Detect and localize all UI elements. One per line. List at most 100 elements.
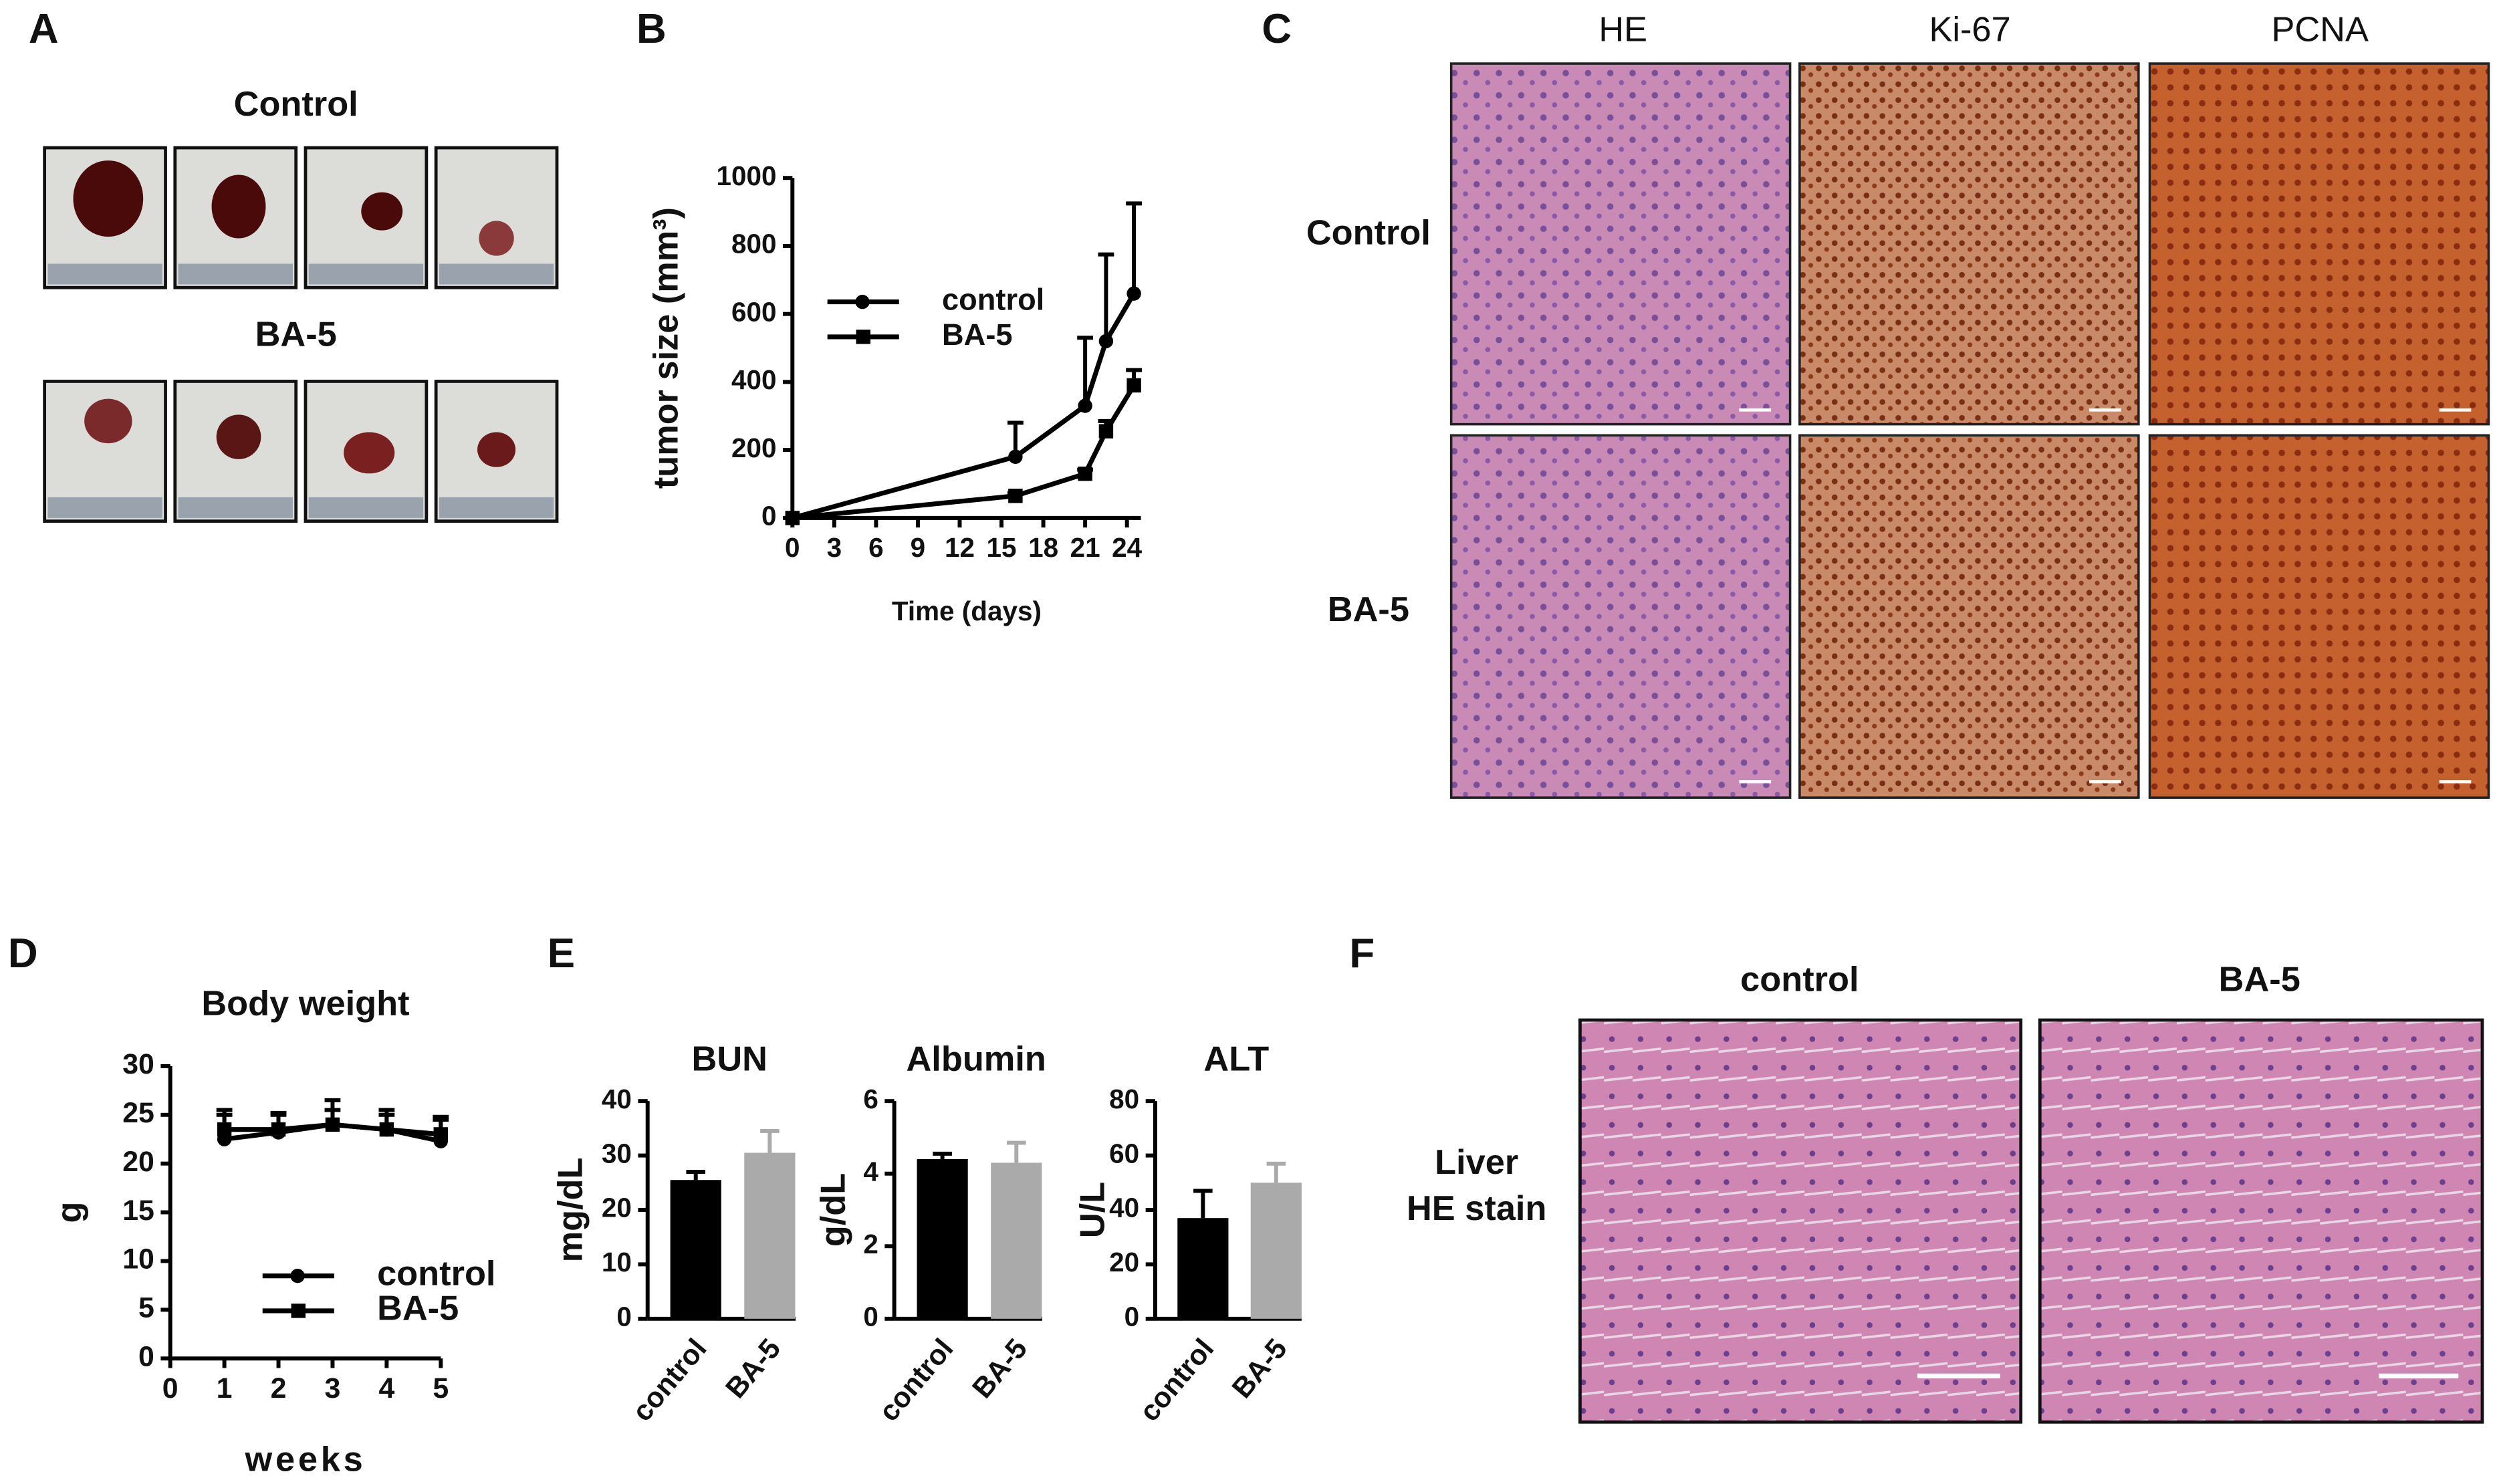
- panel-label: B: [636, 6, 667, 52]
- panel-label: F: [1349, 931, 1375, 977]
- y-axis-label: g/dL: [814, 1173, 852, 1247]
- bar: [744, 1152, 796, 1319]
- marker: [1008, 449, 1023, 464]
- panel-label: D: [8, 931, 38, 977]
- y-axis-label: mg/dL: [552, 1158, 590, 1263]
- error-bar: [1077, 336, 1094, 406]
- scale-bars: [1739, 408, 2472, 783]
- marker: [1098, 334, 1114, 349]
- y-tick-label: 5: [138, 1292, 154, 1324]
- marker: [217, 1122, 232, 1137]
- error-bar: [1266, 1161, 1286, 1183]
- x-tick-label: 5: [433, 1372, 449, 1404]
- y-tick-label: 1000: [716, 160, 776, 191]
- y-tick-label: 10: [122, 1243, 154, 1275]
- chart-title: Body weight: [201, 984, 409, 1023]
- histology-images: [1449, 62, 2490, 799]
- error-bar: [933, 1151, 952, 1160]
- marker: [1126, 378, 1141, 393]
- y-tick-label: 2: [863, 1229, 878, 1259]
- marker: [1098, 424, 1114, 439]
- x-tick-label: 18: [1028, 532, 1058, 563]
- marker: [433, 1127, 448, 1142]
- y-tick-label: 0: [138, 1341, 154, 1373]
- column-header: control: [1740, 961, 1859, 999]
- row-label: Control: [1306, 214, 1431, 253]
- y-tick-label: 10: [602, 1247, 632, 1277]
- x-tick-label: control: [1133, 1333, 1220, 1428]
- error-bar: [1126, 201, 1143, 294]
- y-tick-label: 30: [122, 1048, 154, 1080]
- marker: [1078, 467, 1092, 481]
- marker: [271, 1122, 286, 1137]
- y-tick-label: 40: [602, 1084, 632, 1114]
- bar: [1250, 1183, 1302, 1319]
- marker: [1008, 489, 1023, 503]
- x-tick-label: 0: [162, 1372, 179, 1404]
- x-tick-label: BA-5: [1226, 1333, 1294, 1404]
- x-tick-label: 4: [378, 1372, 394, 1404]
- bar: [670, 1180, 721, 1319]
- legend-marker: [856, 330, 870, 344]
- panel-label: E: [548, 931, 575, 977]
- x-tick-label: BA-5: [719, 1333, 787, 1404]
- y-tick-label: 0: [863, 1302, 878, 1332]
- x-tick-label: 0: [785, 532, 800, 563]
- y-tick-label: 200: [731, 432, 776, 463]
- y-tick-label: 40: [1109, 1193, 1139, 1223]
- y-axis-label: U/L: [1073, 1182, 1112, 1238]
- x-tick-label: 6: [868, 532, 883, 563]
- panel-label: A: [29, 6, 59, 52]
- chart-title: BUN: [692, 1040, 767, 1079]
- y-tick-label: 30: [602, 1138, 632, 1168]
- y-tick-label: 6: [863, 1084, 878, 1114]
- error-bar: [1007, 1140, 1026, 1163]
- marker: [1126, 286, 1141, 301]
- y-tick-label: 15: [122, 1195, 154, 1227]
- error-bar: [686, 1170, 705, 1181]
- y-tick-label: 20: [602, 1193, 632, 1223]
- y-axis-label: tumor size (mm³): [646, 207, 685, 489]
- x-tick-label: control: [626, 1333, 713, 1428]
- error-bar: [760, 1128, 780, 1153]
- y-tick-label: 600: [731, 296, 776, 327]
- legend-marker: [290, 1268, 305, 1283]
- y-tick-label: 60: [1109, 1138, 1139, 1168]
- x-axis-label: Time (days): [892, 596, 1042, 626]
- row-label: Liver: [1435, 1143, 1518, 1182]
- legend-label: BA-5: [942, 318, 1013, 352]
- marker: [379, 1122, 394, 1137]
- y-tick-label: 20: [1109, 1247, 1139, 1277]
- y-tick-label: 0: [1124, 1302, 1139, 1332]
- row-label: HE stain: [1407, 1189, 1546, 1228]
- legend-marker: [855, 294, 870, 310]
- y-tick-label: 4: [863, 1156, 878, 1187]
- y-tick-label: 0: [616, 1302, 631, 1332]
- y-tick-label: 400: [731, 364, 776, 395]
- y-tick-label: 20: [122, 1146, 154, 1178]
- column-header: PCNA: [2271, 10, 2369, 49]
- group-label: Control: [234, 85, 358, 124]
- marker: [785, 511, 800, 525]
- x-tick-label: 24: [1112, 532, 1143, 563]
- x-tick-label: 12: [945, 532, 975, 563]
- column-header: HE: [1598, 10, 1647, 49]
- bar: [917, 1159, 968, 1319]
- y-axis-label: g: [50, 1202, 89, 1223]
- legend-label: control: [942, 283, 1044, 317]
- x-tick-label: 1: [217, 1372, 233, 1404]
- bar: [991, 1162, 1042, 1319]
- legend-label: control: [377, 1254, 495, 1293]
- x-tick-label: 21: [1070, 532, 1100, 563]
- x-tick-label: BA-5: [966, 1333, 1034, 1404]
- y-tick-label: 0: [761, 501, 776, 531]
- error-bar: [1098, 252, 1114, 342]
- row-label: BA-5: [1328, 590, 1409, 629]
- x-tick-label: 2: [271, 1372, 287, 1404]
- legend-marker: [291, 1304, 306, 1318]
- y-tick-label: 800: [731, 229, 776, 259]
- x-tick-label: control: [872, 1333, 959, 1428]
- x-tick-label: 9: [911, 532, 925, 563]
- marker: [1078, 398, 1092, 413]
